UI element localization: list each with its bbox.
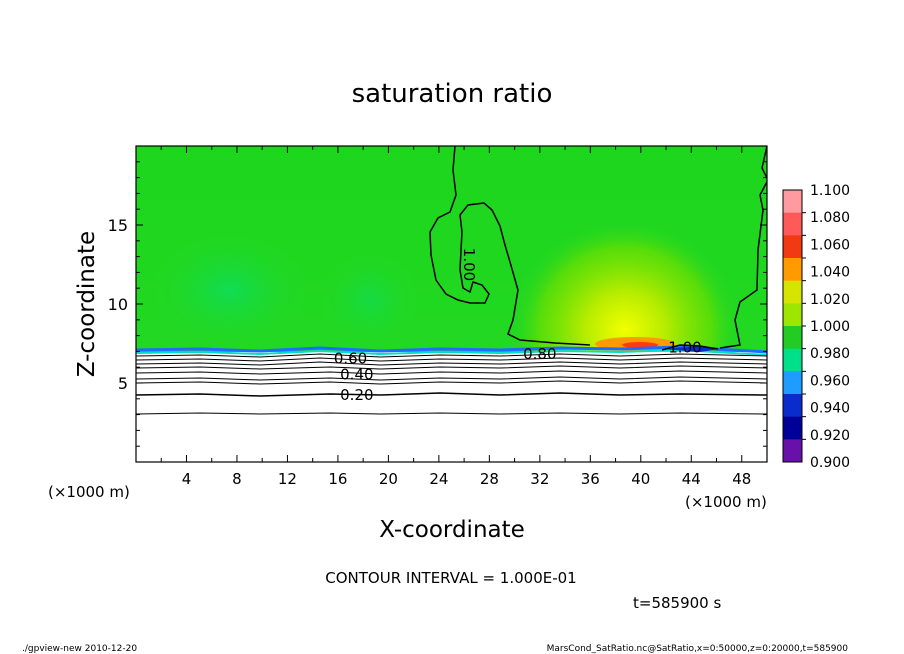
contour-labels: 0.20 0.400.60 0.80 1.00 1.00 [334,248,702,404]
contour-line [136,412,767,415]
y-tick-label: 5 [118,374,128,393]
colorbar-label: 0.920 [810,428,850,444]
contour-line [136,370,767,375]
contour-interval-note: CONTOUR INTERVAL = 1.000E-01 [325,569,576,587]
x-tick-label: 16 [328,470,347,488]
x-tick-label: 24 [429,470,448,488]
contour-line-1.00 [719,146,767,349]
colorbar-label: 1.020 [810,292,850,308]
cool-patch-mid [320,250,420,350]
x-tick-label: 40 [631,470,650,488]
contour-line [136,392,767,397]
y-axis-label: Z-coordinate [74,231,100,377]
colorbar-swatch [783,303,802,327]
colorbar-swatch [783,439,802,463]
colorbar-swatch [783,212,802,236]
x-tick-label: 44 [682,470,701,488]
time-note: t=585900 s [633,594,721,612]
plot-area [136,146,767,462]
contour-label: 1.00 [460,248,478,281]
footer-right: MarsCond_SatRatio.nc@SatRatio,x=0:50000,… [547,644,849,654]
warm-peak [622,342,658,348]
contour-line-1.00 [429,146,591,346]
x-axis-label: X-coordinate [379,517,525,543]
colorbar-swatch [783,348,802,372]
x-tick-label: 28 [480,470,499,488]
x-unit-right: (×1000 m) [685,493,767,511]
cloud-base-blue [136,345,767,354]
x-tick-label: 36 [581,470,600,488]
colorbar-label: 1.060 [810,237,850,253]
contour-line [136,376,767,381]
contour-lines [136,146,767,415]
colorbar: 1.100 1.080 1.060 1.040 1.020 1.000 0.980 0.960… [782,183,850,471]
footer-left: ./gpview-new 2010-12-20 [22,644,137,654]
colorbar-label: 0.940 [810,401,850,417]
contour-line [136,365,767,370]
cloud-base-cyan [136,348,767,356]
dry-region [136,352,767,462]
colorbar-label: 1.000 [810,319,850,335]
y-tick-label: 15 [108,216,128,235]
contour-label: 0.60 [334,350,367,368]
x-tick-label: 12 [278,470,297,488]
colorbar-label: 1.080 [810,210,850,226]
colorbar-swatch [783,280,802,304]
contour-label: 0.80 [523,345,556,363]
colorbar-label: 0.900 [810,455,850,471]
colorbar-label: 0.960 [810,373,850,389]
colorbar-label: 1.100 [810,183,850,199]
colorbar-swatch [783,416,802,440]
colorbar-label: 1.040 [810,265,850,281]
chart-title: saturation ratio [352,79,553,109]
x-tick-label: 20 [379,470,398,488]
x-axis: 4 8 12 16 20 24 28 32 36 40 44 48 [160,146,751,488]
y-axis: 5 10 15 [108,161,767,447]
colorbar-swatch [783,371,802,395]
y-tick-label: 10 [108,295,128,314]
contour-line [136,361,767,366]
cool-patch-left [150,230,310,350]
x-tick-label: 48 [732,470,751,488]
x-tick-label: 8 [232,470,242,488]
colorbar-swatch [783,394,802,418]
contour-line [136,357,767,362]
contour-line [136,353,767,358]
colorbar-label: 0.980 [810,346,850,362]
colorbar-swatch [783,190,802,214]
contour-label: 1.00 [668,339,701,357]
colorbar-swatch [783,326,802,350]
x-tick-label: 4 [182,470,192,488]
contour-line-1.00-small [661,344,719,351]
contour-label: 0.20 [340,386,373,404]
x-tick-label: 32 [530,470,549,488]
colorbar-swatch [783,258,802,282]
contour-label: 0.40 [340,366,373,384]
colorbar-swatch [783,235,802,259]
contour-line [136,380,767,385]
x-unit-left: (×1000 m) [48,483,130,501]
